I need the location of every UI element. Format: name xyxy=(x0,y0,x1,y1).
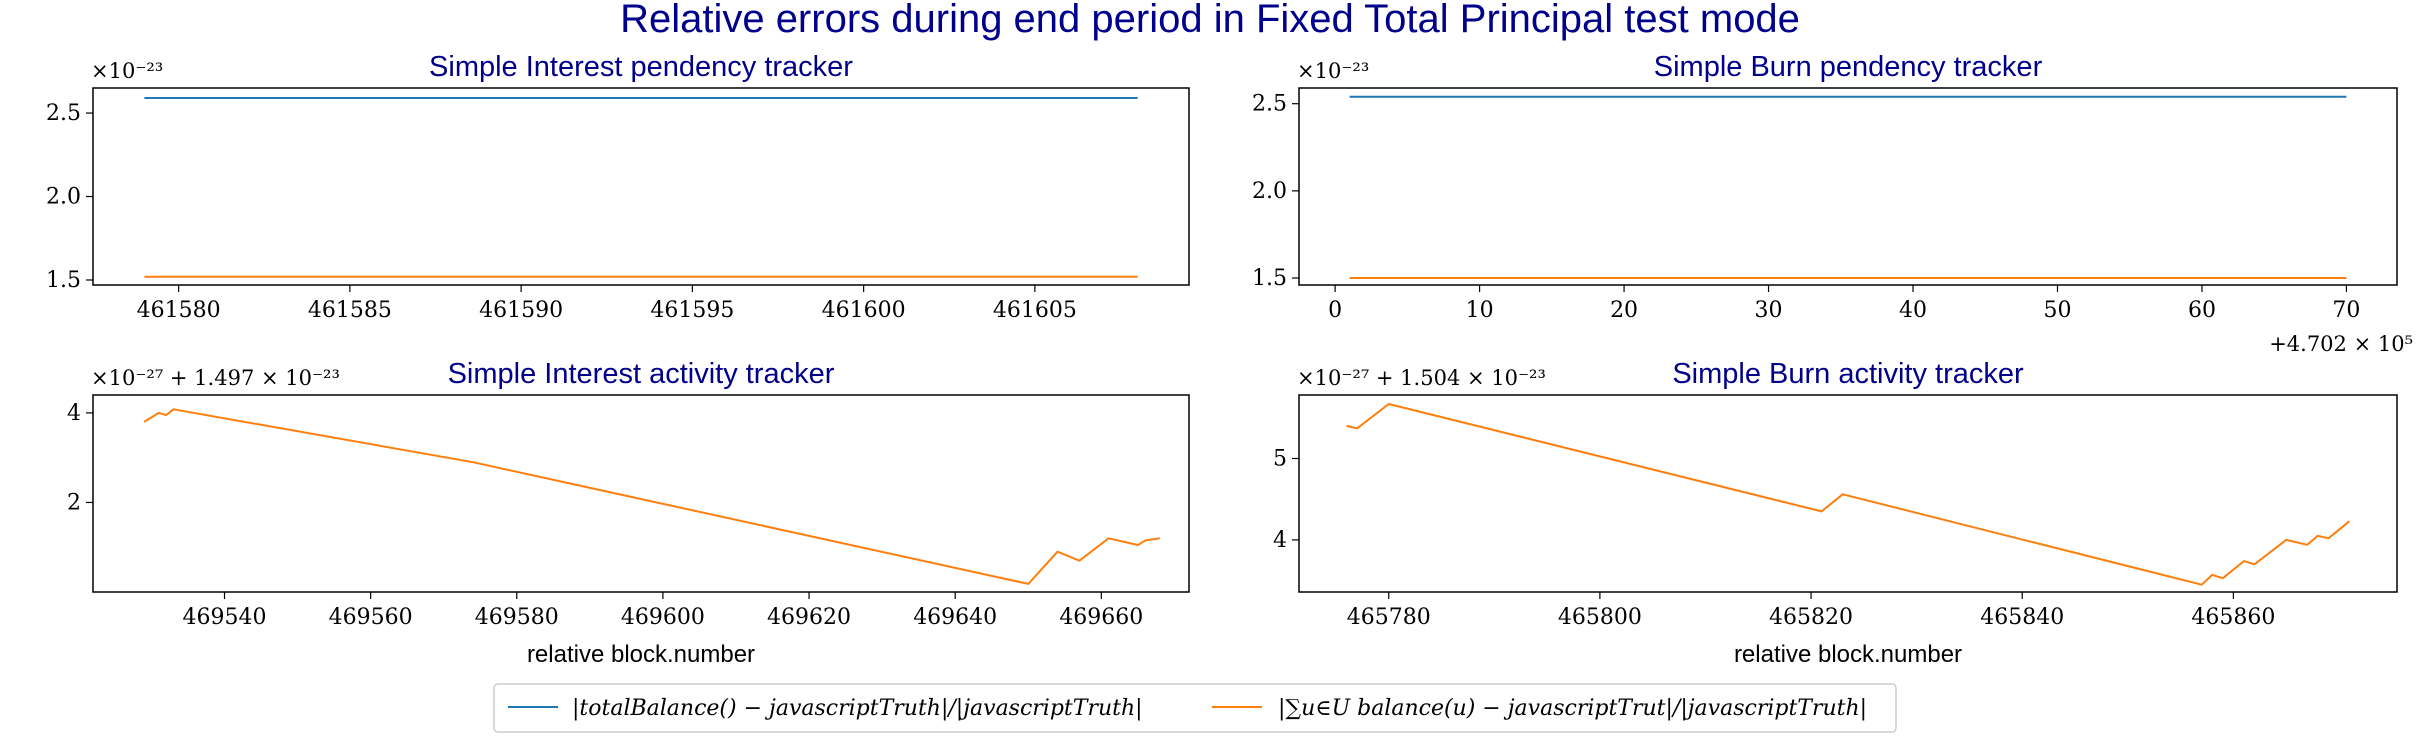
y-offset-text: ×10⁻²⁷ + 1.504 × 10⁻²³ xyxy=(1297,366,1546,390)
x-tick-label: 465860 xyxy=(2191,605,2275,630)
x-tick-label: 469600 xyxy=(621,605,705,630)
legend-frame xyxy=(493,683,1897,733)
y-tick-label: 2 xyxy=(67,490,81,515)
y-tick-label: 1.5 xyxy=(1252,266,1287,291)
x-tick-label: 469580 xyxy=(475,605,559,630)
series-line-1 xyxy=(143,408,1160,585)
x-tick-label: 469660 xyxy=(1059,605,1143,630)
figure-suptitle: Relative errors during end period in Fix… xyxy=(620,0,1800,41)
subplot-3: 465780 465800 465820 465840 465860 4 5 Simple B… xyxy=(1273,358,2398,668)
subplot-title: Simple Burn activity tracker xyxy=(1672,358,2024,390)
x-tick-label: 50 xyxy=(2043,298,2071,323)
x-offset-text: +4.702 × 10⁵ xyxy=(2269,332,2413,356)
x-axis-label: relative block.number xyxy=(1734,641,1962,668)
legend-label-series-1: |∑u∈U balance(u) − javascriptTrut|/|java… xyxy=(1278,696,1867,721)
y-tick-label: 1.5 xyxy=(46,268,81,293)
x-tick-label: 469540 xyxy=(183,605,267,630)
axes-frame xyxy=(92,394,1190,593)
axes-frame xyxy=(92,87,1190,286)
y-tick-label: 4 xyxy=(1273,528,1287,553)
x-tick-label: 465780 xyxy=(1347,605,1431,630)
subplot-0: 461580 461585 461590 461595 461600 461605 1.5 2… xyxy=(46,51,1190,323)
x-tick-label: 461590 xyxy=(479,298,563,323)
axes-frame xyxy=(1298,87,2398,286)
y-offset-text: ×10⁻²³ xyxy=(1297,59,1369,83)
subplot-1: 0 10 20 30 40 50 60 70 1.5 2.0 2.5 Simple Burn pend… xyxy=(1252,51,2413,356)
x-tick-label: 70 xyxy=(2332,298,2360,323)
x-tick-label: 60 xyxy=(2188,298,2216,323)
y-offset-text: ×10⁻²³ xyxy=(91,59,163,83)
x-tick-label: 30 xyxy=(1755,298,1783,323)
x-tick-label: 461605 xyxy=(993,298,1077,323)
x-tick-label: 461595 xyxy=(650,298,734,323)
x-tick-label: 40 xyxy=(1899,298,1927,323)
x-tick-label: 465800 xyxy=(1558,605,1642,630)
x-tick-label: 461580 xyxy=(137,298,221,323)
subplot-title: Simple Interest pendency tracker xyxy=(429,51,853,83)
y-tick-label: 2.0 xyxy=(1252,179,1287,204)
x-tick-label: 461585 xyxy=(308,298,392,323)
subplot-2: 469540 469560 469580 469600 469620 469640 4696… xyxy=(67,358,1190,668)
y-tick-label: 5 xyxy=(1273,446,1287,471)
subplot-title: Simple Interest activity tracker xyxy=(448,358,835,390)
subplot-title: Simple Burn pendency tracker xyxy=(1654,51,2043,83)
x-tick-label: 461600 xyxy=(822,298,906,323)
x-tick-label: 469640 xyxy=(913,605,997,630)
y-tick-label: 2.5 xyxy=(46,101,81,126)
y-tick-label: 2.0 xyxy=(46,185,81,210)
x-tick-label: 465840 xyxy=(1980,605,2064,630)
x-tick-label: 469620 xyxy=(767,605,851,630)
legend-label-series-0: |totalBalance() − javascriptTruth|/|java… xyxy=(572,696,1143,721)
x-tick-label: 0 xyxy=(1328,298,1342,323)
y-tick-label: 2.5 xyxy=(1252,92,1287,117)
axes-frame xyxy=(1298,394,2398,593)
y-tick-label: 4 xyxy=(67,401,81,426)
series-line-1 xyxy=(1346,403,2351,586)
y-offset-text: ×10⁻²⁷ + 1.497 × 10⁻²³ xyxy=(91,366,340,390)
x-tick-label: 10 xyxy=(1466,298,1494,323)
x-tick-label: 469560 xyxy=(329,605,413,630)
x-tick-label: 465820 xyxy=(1769,605,1853,630)
legend: |totalBalance() − javascriptTruth|/|java… xyxy=(493,683,1897,733)
x-axis-label: relative block.number xyxy=(527,641,755,668)
x-tick-label: 20 xyxy=(1610,298,1638,323)
